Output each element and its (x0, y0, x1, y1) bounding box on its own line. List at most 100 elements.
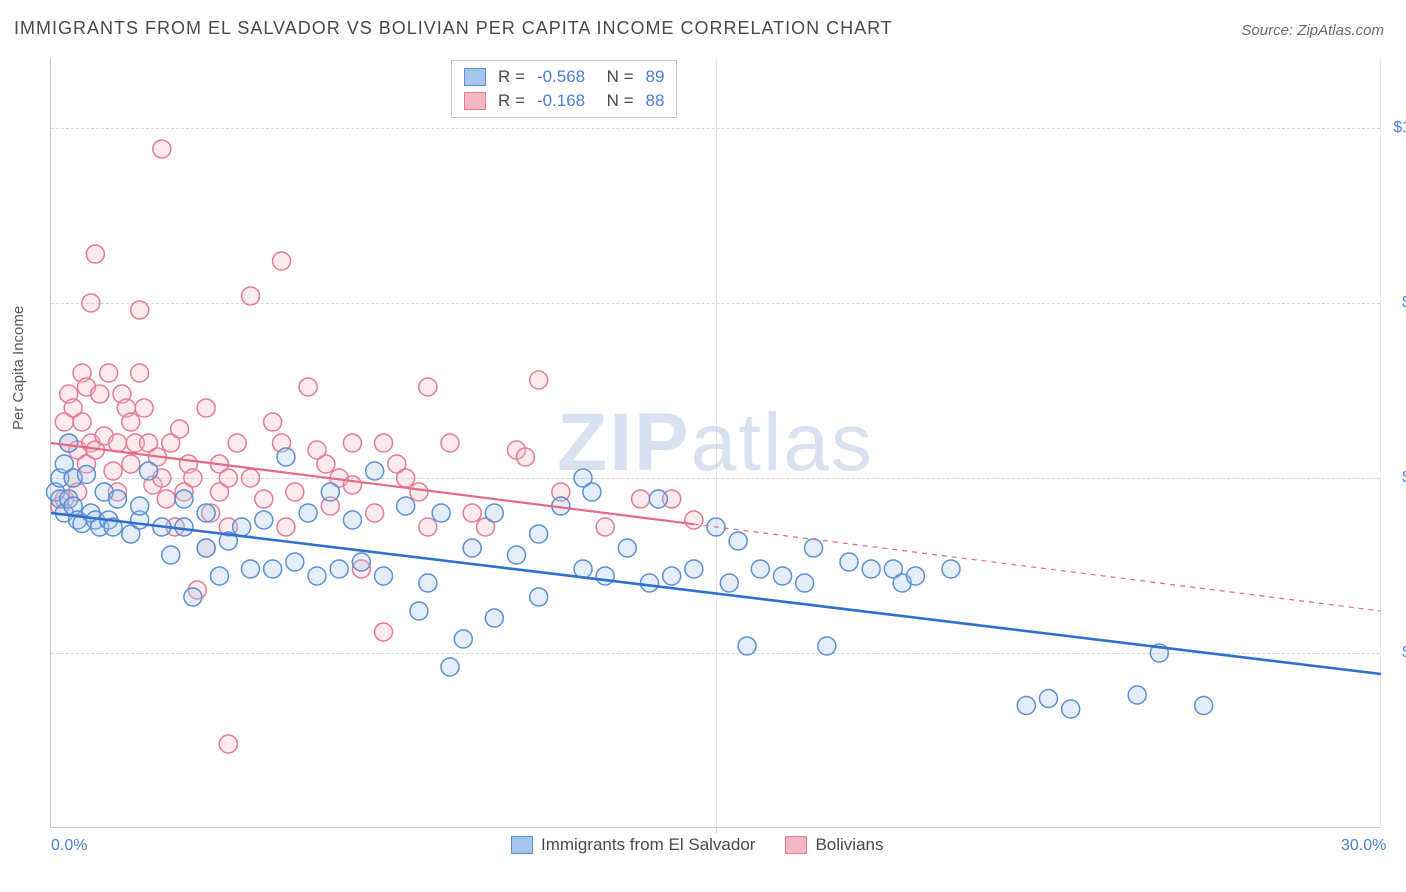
scatter-plot-svg (51, 58, 1380, 827)
data-point (366, 504, 384, 522)
bottom-legend: Immigrants from El SalvadorBolivians (511, 835, 884, 855)
data-point (228, 434, 246, 452)
data-point (530, 588, 548, 606)
data-point (60, 434, 78, 452)
data-point (840, 553, 858, 571)
data-point (685, 560, 703, 578)
data-point (233, 518, 251, 536)
data-point (82, 294, 100, 312)
y-tick-label: $50,000 (1385, 469, 1406, 487)
data-point (210, 567, 228, 585)
source-value: ZipAtlas.com (1297, 22, 1384, 39)
data-point (485, 609, 503, 627)
data-point (197, 539, 215, 557)
data-point (410, 483, 428, 501)
data-point (197, 504, 215, 522)
data-point (1062, 700, 1080, 718)
data-point (175, 518, 193, 536)
data-point (596, 567, 614, 585)
data-point (171, 420, 189, 438)
data-point (738, 637, 756, 655)
data-point (641, 574, 659, 592)
legend-item: Immigrants from El Salvador (511, 835, 755, 855)
data-point (441, 434, 459, 452)
data-point (366, 462, 384, 480)
source-label: Source: (1241, 22, 1297, 39)
data-point (583, 483, 601, 501)
data-point (131, 364, 149, 382)
data-point (463, 539, 481, 557)
data-point (375, 567, 393, 585)
data-point (751, 560, 769, 578)
data-point (685, 511, 703, 529)
data-point (618, 539, 636, 557)
data-point (86, 245, 104, 263)
x-tick-label: 30.0% (1341, 837, 1386, 855)
y-tick-label: $25,000 (1385, 644, 1406, 662)
data-point (286, 553, 304, 571)
data-point (242, 287, 260, 305)
data-point (162, 546, 180, 564)
data-point (1017, 697, 1035, 715)
legend-swatch (464, 68, 486, 86)
data-point (273, 252, 291, 270)
data-point (729, 532, 747, 550)
chart-plot-area: $25,000$50,000$75,000$100,0000.0%30.0% Z… (50, 58, 1380, 828)
stats-row: R =-0.168 N =88 (464, 89, 664, 113)
legend-swatch (785, 836, 807, 854)
stat-r-label: R = (498, 65, 525, 89)
data-point (720, 574, 738, 592)
data-point (352, 553, 370, 571)
data-point (264, 560, 282, 578)
stat-r-value: -0.168 (537, 89, 585, 113)
stat-n-label: N = (597, 65, 633, 89)
stat-n-label: N = (597, 89, 633, 113)
data-point (242, 560, 260, 578)
stat-n-value: 89 (646, 65, 665, 89)
data-point (184, 588, 202, 606)
data-point (175, 490, 193, 508)
legend-label: Immigrants from El Salvador (541, 835, 755, 855)
data-point (242, 469, 260, 487)
data-point (219, 735, 237, 753)
data-point (596, 518, 614, 536)
data-point (308, 567, 326, 585)
trend-line-dashed (694, 524, 1381, 611)
data-point (907, 567, 925, 585)
data-point (343, 434, 361, 452)
y-tick-label: $100,000 (1385, 119, 1406, 137)
data-point (197, 399, 215, 417)
data-point (410, 602, 428, 620)
data-point (299, 378, 317, 396)
data-point (153, 140, 171, 158)
data-point (454, 630, 472, 648)
data-point (774, 567, 792, 585)
data-point (508, 546, 526, 564)
stat-r-value: -0.568 (537, 65, 585, 89)
data-point (109, 490, 127, 508)
source-attribution: Source: ZipAtlas.com (1241, 22, 1384, 39)
data-point (131, 301, 149, 319)
data-point (219, 469, 237, 487)
data-point (330, 560, 348, 578)
x-inner-border (1380, 58, 1381, 827)
x-tick-mark (716, 827, 717, 833)
data-point (264, 413, 282, 431)
data-point (419, 518, 437, 536)
stat-n-value: 88 (646, 89, 665, 113)
data-point (321, 483, 339, 501)
data-point (255, 511, 273, 529)
data-point (463, 504, 481, 522)
data-point (530, 525, 548, 543)
data-point (632, 490, 650, 508)
data-point (343, 476, 361, 494)
data-point (485, 504, 503, 522)
correlation-stats-box: R =-0.568 N =89R =-0.168 N =88 (451, 60, 677, 118)
data-point (131, 497, 149, 515)
data-point (805, 539, 823, 557)
data-point (277, 448, 295, 466)
y-tick-label: $75,000 (1385, 294, 1406, 312)
data-point (184, 469, 202, 487)
data-point (122, 455, 140, 473)
data-point (375, 623, 393, 641)
